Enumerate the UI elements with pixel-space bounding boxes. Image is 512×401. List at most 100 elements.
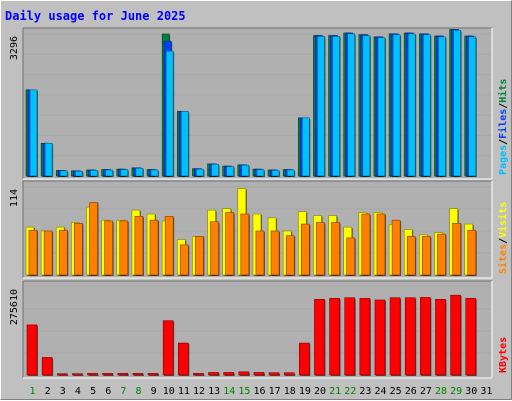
bar-visits-sites-sites-4	[74, 222, 83, 276]
bar-hits-files-pages-pages-7	[120, 169, 129, 177]
bar-kbytes-kbytes-3	[56, 373, 68, 376]
x-tick-label-day-1: 1	[30, 386, 36, 397]
x-tick-label-day-16: 16	[253, 386, 265, 397]
legend-item: Files	[497, 109, 509, 139]
legend-item: Hits	[497, 79, 509, 103]
bar-hits-files-pages-pages-24	[377, 37, 386, 177]
bar-hits-files-pages-pages-17	[271, 170, 280, 177]
x-tick-label-day-15: 15	[238, 386, 250, 397]
bar-hits-files-pages-pages-20	[317, 36, 325, 177]
bar-hits-files-pages-pages-12	[196, 168, 204, 177]
x-tick-label-day-5: 5	[90, 386, 96, 397]
bar-hits-files-pages-pages-3	[59, 170, 68, 177]
bar-hits-files-pages-pages-16	[256, 169, 265, 177]
bar-kbytes-kbytes-8	[132, 373, 144, 376]
bar-kbytes-kbytes-26	[404, 297, 416, 376]
bar-hits-files-pages-pages-28	[438, 36, 446, 177]
bar-kbytes-kbytes-6	[102, 373, 113, 376]
bar-visits-sites-sites-13	[210, 221, 219, 276]
bar-hits-files-pages-pages-30	[468, 36, 477, 177]
x-tick-label-day-14: 14	[223, 386, 235, 397]
bar-visits-sites-sites-30	[467, 229, 477, 276]
bar-kbytes-kbytes-17	[268, 372, 280, 376]
bar-kbytes-kbytes-28	[435, 299, 446, 376]
bar-hits-files-pages-pages-8	[135, 167, 144, 177]
legend-item: Sites	[497, 244, 509, 274]
x-tick-label-day-18: 18	[284, 386, 296, 397]
bar-hits-files-pages-pages-14	[226, 166, 234, 177]
bar-visits-sites-sites-14	[225, 212, 234, 276]
bar-kbytes-kbytes-20	[314, 299, 325, 376]
legend-item: /	[498, 139, 509, 145]
bar-hits-files-pages-pages-10	[165, 50, 174, 177]
legend-item: Pages	[498, 145, 509, 175]
bar-visits-sites-sites-2	[43, 230, 53, 276]
bar-kbytes-kbytes-21	[329, 298, 340, 376]
legend-item: KBytes	[498, 337, 509, 373]
bar-visits-sites-sites-16	[255, 230, 265, 276]
bar-kbytes-kbytes-10	[162, 320, 174, 376]
bar-hits-files-pages-pages-22	[347, 33, 356, 177]
bar-kbytes-kbytes-14	[223, 372, 234, 376]
bar-visits-sites-sites-11	[179, 244, 189, 276]
bar-kbytes-kbytes-9	[147, 373, 159, 376]
bar-visits-sites-sites-10	[164, 216, 174, 276]
bar-visits-sites-sites-28	[437, 233, 446, 276]
bar-visits-sites-sites-17	[270, 230, 280, 276]
bar-visits-sites-sites-9	[149, 219, 159, 276]
bar-hits-files-pages-pages-6	[105, 169, 113, 177]
bar-visits-sites-sites-3	[58, 229, 68, 276]
bar-kbytes-kbytes-1	[26, 324, 38, 376]
bar-hits-files-pages-pages-27	[423, 34, 431, 177]
x-tick-label-day-27: 27	[420, 386, 432, 397]
bar-hits-files-pages-pages-29	[453, 30, 461, 177]
bar-kbytes-kbytes-13	[208, 372, 219, 376]
y-max-label: 114	[9, 189, 20, 207]
bar-kbytes-kbytes-4	[72, 373, 83, 376]
x-tick-label-day-6: 6	[105, 386, 111, 397]
legend-hits-files-pages: Pages/Files/Hits	[497, 79, 509, 175]
bar-visits-sites-sites-22	[346, 237, 356, 276]
bar-hits-files-pages-pages-23	[362, 35, 371, 177]
legend-item: /	[498, 103, 509, 109]
x-tick-label-day-21: 21	[329, 386, 341, 397]
bar-hits-files-pages-pages-19	[302, 117, 310, 177]
x-tick-label-day-31: 31	[480, 386, 492, 397]
bar-kbytes-kbytes-24	[374, 299, 386, 376]
bar-visits-sites-sites-12	[195, 236, 204, 276]
bar-hits-files-pages-pages-25	[392, 34, 401, 177]
bar-hits-files-pages-pages-18	[286, 169, 295, 177]
bar-kbytes-kbytes-19	[299, 342, 310, 376]
x-tick-label-day-20: 20	[314, 386, 326, 397]
legend-visits-sites: Sites/Visits	[497, 202, 509, 274]
bar-hits-files-pages-pages-11	[180, 111, 189, 177]
x-tick-label-day-25: 25	[390, 386, 402, 397]
bar-kbytes-kbytes-2	[41, 357, 53, 376]
x-tick-label-day-12: 12	[193, 386, 205, 397]
bar-hits-files-pages-pages-9	[150, 169, 159, 177]
x-tick-label-day-26: 26	[405, 386, 417, 397]
x-tick-label-day-7: 7	[120, 386, 126, 397]
bar-kbytes-kbytes-12	[193, 373, 204, 376]
bar-kbytes-kbytes-4-shadow	[73, 374, 84, 376]
bar-hits-files-pages-pages-26	[407, 33, 416, 177]
x-tick-label-day-11: 11	[178, 386, 190, 397]
legend-item: Visits	[497, 202, 509, 238]
x-tick-label-day-8: 8	[135, 386, 141, 397]
bar-visits-sites-sites-5	[89, 202, 98, 276]
x-tick-label-day-17: 17	[269, 386, 281, 397]
x-tick-label-day-22: 22	[344, 386, 356, 397]
bar-hits-files-pages-pages-1	[29, 89, 38, 177]
bar-kbytes-kbytes-25	[389, 297, 401, 376]
bar-visits-sites-sites-1	[28, 229, 38, 276]
x-tick-label-day-3: 3	[60, 386, 66, 397]
bar-kbytes-kbytes-7	[117, 373, 129, 376]
bar-visits-sites-sites-19	[301, 223, 310, 276]
bar-kbytes-kbytes-11	[177, 342, 189, 376]
bar-hits-files-pages-pages-5	[90, 170, 98, 177]
chart-title: Daily usage for June 2025	[5, 9, 186, 23]
bar-hits-files-pages-pages-4	[75, 170, 83, 177]
bar-visits-sites-sites-24	[376, 213, 386, 276]
bar-kbytes-kbytes-5	[87, 373, 98, 376]
